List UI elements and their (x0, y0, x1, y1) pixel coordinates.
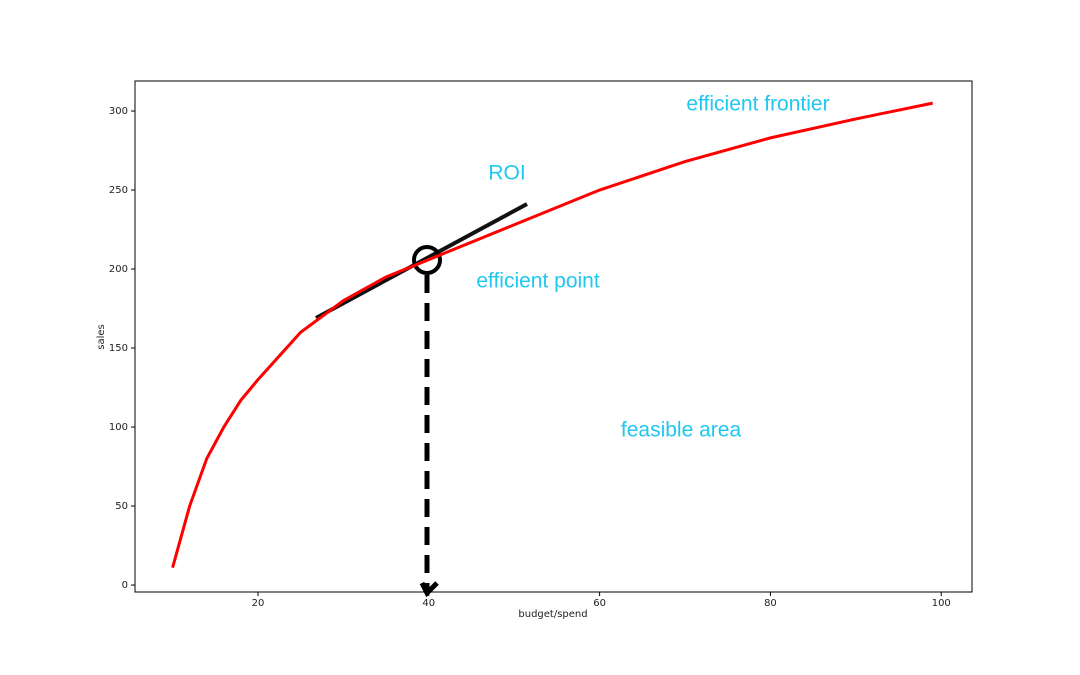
x-axis-label: budget/spend (518, 609, 587, 620)
y-tick-label: 250 (109, 185, 128, 196)
frontier-line (171, 101, 934, 569)
x-tick-label: 80 (764, 598, 777, 609)
y-tick-label: 300 (109, 106, 128, 117)
y-tick-label: 150 (109, 343, 128, 354)
x-tick-label: 20 (252, 598, 265, 609)
arrow-head (419, 581, 439, 598)
x-tick-label: 100 (932, 598, 951, 609)
x-tick-label: 40 (422, 598, 435, 609)
x-tick-label: 60 (593, 598, 606, 609)
annotation: ROI (488, 162, 525, 185)
y-tick-label: 200 (109, 264, 128, 275)
y-tick-label: 100 (109, 422, 128, 433)
y-tick-label: 50 (115, 501, 128, 512)
annotation: efficient point (476, 270, 600, 293)
efficient-point-marker (412, 245, 442, 275)
annotation: feasible area (621, 419, 742, 442)
legend-label: efficient frontier (686, 93, 829, 116)
y-tick-label: 0 (122, 580, 128, 591)
y-axis-label: sales (96, 324, 107, 349)
plot-frame (134, 80, 973, 593)
